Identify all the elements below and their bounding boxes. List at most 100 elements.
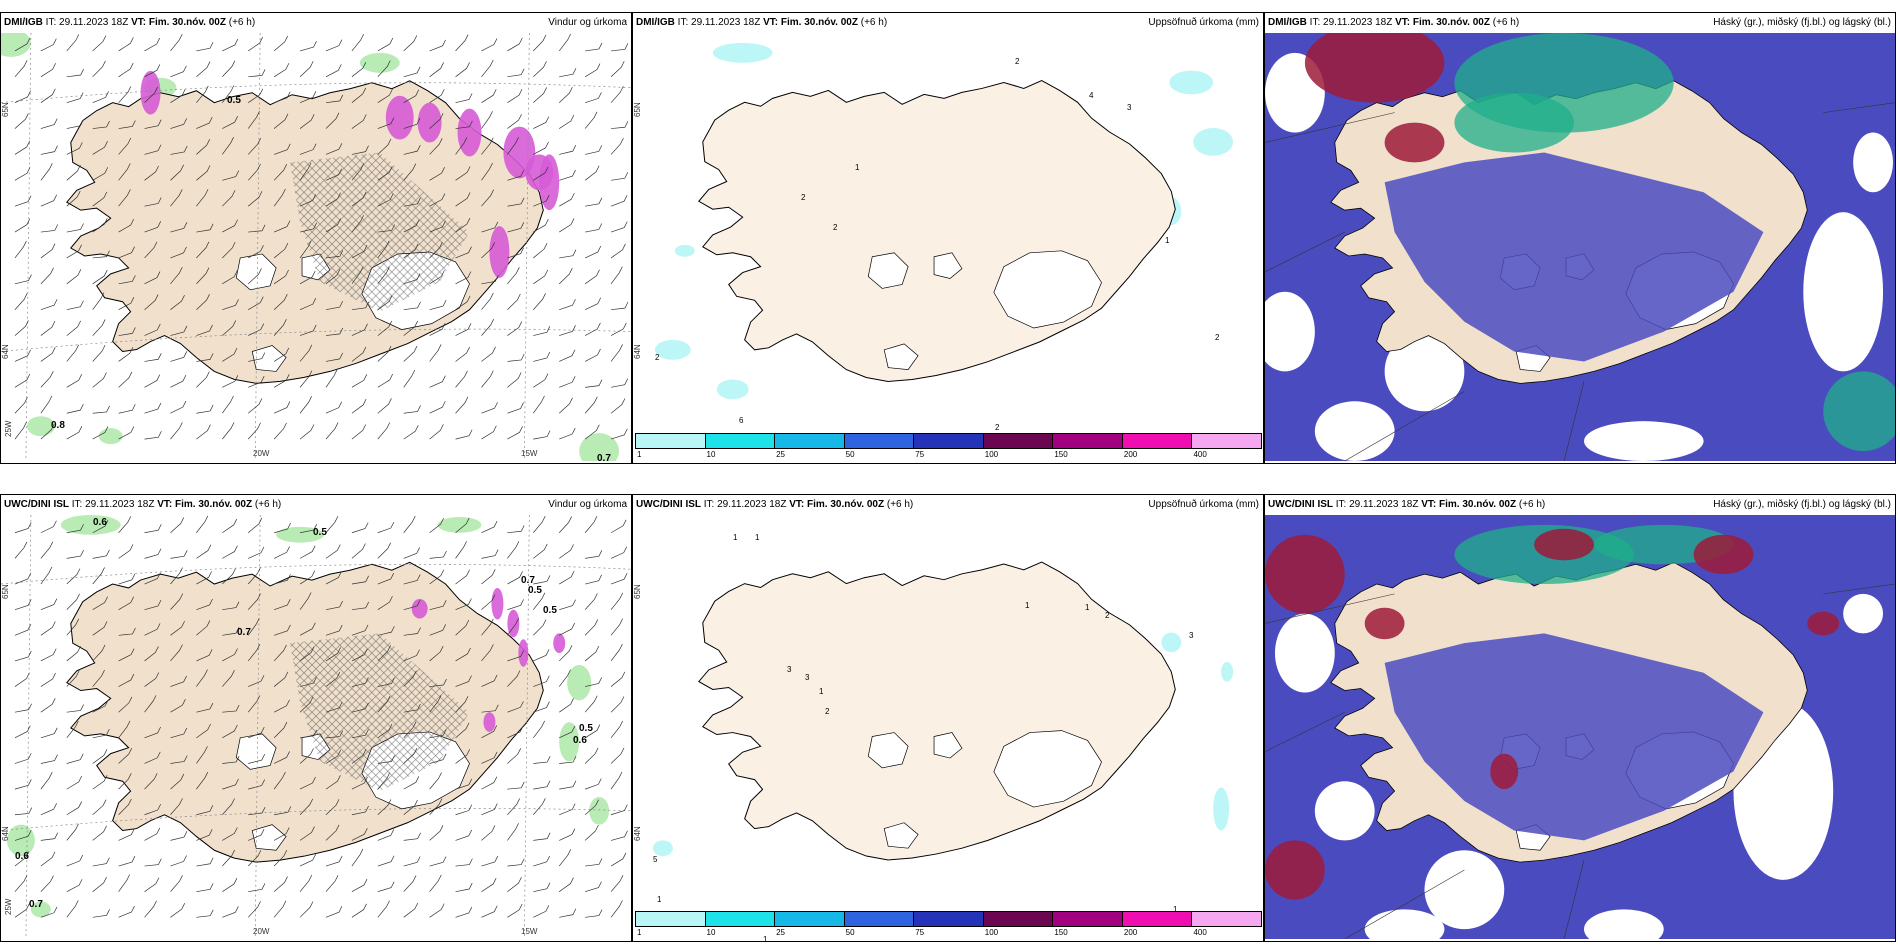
precip-light-area [98,428,123,445]
glacier-outline [867,732,909,769]
precip-amount-label: 3 [787,665,792,674]
precip-amount-label: 2 [995,423,1000,432]
init-time-label: IT: [45,17,57,28]
precip-amount-label: 2 [1215,333,1220,342]
precip-1mm-area [1213,787,1230,831]
colorbar-segment [913,911,984,927]
colorbar-tick-label: 50 [845,928,855,937]
precip-heavy-area [417,102,442,143]
valid-time-label: VT: [789,499,805,510]
precip-amount-label: 1 [1165,236,1170,245]
clear-sky-area [1265,291,1315,372]
init-time: 29.11.2023 18Z [717,499,787,510]
precip-heavy-area [140,70,161,115]
init-time: 29.11.2023 18Z [1349,499,1419,510]
precip-light-area [26,416,55,437]
colorbar-tick-label: 75 [915,450,925,459]
colorbar-segment [913,433,984,449]
colorbar-segment [774,433,845,449]
panel-title: Háský (gr.), miðský (fj.bl.) og lágský (… [1713,17,1891,28]
precip-amount-label: 1 [657,895,662,904]
colorbar-segment [635,911,706,927]
precip-amount-label: 3 [805,673,810,682]
high-cloud-area [1265,840,1325,900]
precip-1mm-area [716,379,749,400]
clear-sky-area [1853,132,1894,193]
colorbar-segment [1191,911,1262,927]
high-cloud-area [1807,611,1840,636]
precip-value-label: 0.6 [93,517,107,528]
latitude-label: 64N [1,826,10,841]
high-cloud-area [1490,753,1519,790]
precip-light-area [359,52,400,73]
colorbar-segment [1121,433,1193,449]
colorbar-segment [982,433,1054,449]
glacier-outline [883,343,919,370]
colorbar-tick-label: 150 [1054,928,1068,937]
panel-header: UWC/DINI ISL IT: 29.11.2023 18Z VT: Fim.… [1265,495,1895,515]
panel-header: UWC/DINI ISL IT: 29.11.2023 18Z VT: Fim.… [633,495,1263,515]
precip-amount-label: 2 [801,193,806,202]
accumulated-precip-map [652,561,1234,861]
high-cloud-area [1534,528,1594,561]
longitude-label: 15W [521,449,538,458]
precip-value-label: 0.5 [528,585,542,596]
lead-time: (+6 h) [228,17,256,28]
init-time-label: IT: [677,17,689,28]
glacier-outline [867,252,909,289]
init-time-label: IT: [1309,17,1321,28]
init-time-label: IT: [703,499,715,510]
precip-heavy-area [525,154,554,191]
colorbar-segment [843,433,915,449]
glacier-outline [883,822,919,849]
snow-hatch-area [290,633,470,792]
mid-cloud-area [1454,92,1575,153]
precip-value-label: 0.7 [597,453,611,464]
precip-heavy-area [411,598,428,619]
model-source: DMI/IGB [1268,17,1307,28]
valid-time-label: VT: [1395,17,1411,28]
panel-title: Uppsöfnuð úrkoma (mm) [1148,499,1259,510]
precip-light-area [1,33,31,57]
panel-title: Vindur og úrkoma [548,17,627,28]
valid-time-label: VT: [157,499,173,510]
precip-value-label: 0.6 [15,851,29,862]
wind-barbs [14,515,628,918]
colorbar-tick-label: 100 [984,450,999,459]
precip-heavy-area [518,639,529,667]
precip-amount-label: 2 [833,223,838,232]
longitude-label: 20W [253,927,270,936]
high-cloud-area [1304,33,1445,103]
precip-value-label: 0.7 [29,899,43,910]
panel-dmi-accum-precip: DMI/IGB IT: 29.11.2023 18Z VT: Fim. 30.n… [632,12,1264,464]
latitude-label: 65N [633,584,642,599]
colorbar-segment [635,433,706,449]
colorbar-segment [1052,911,1123,927]
wind-precip-map [1,33,631,461]
precip-value-label: 0.5 [579,723,593,734]
lead-time: (+6 h) [1492,17,1520,28]
precip-value-label: 0.7 [521,575,535,586]
init-time-label: IT: [1335,499,1347,510]
precip-heavy-area [457,108,482,157]
colorbar-segment [1052,433,1123,449]
clear-sky-area [1424,850,1505,930]
glacier-outline [993,730,1102,808]
colorbar-tick-label: 1 [637,928,642,937]
clear-sky-area [1364,909,1445,939]
precip-1mm-area [652,840,673,857]
precip-heavy-area [553,633,566,654]
precip-amount-label: 1 [755,533,760,542]
valid-time: Fim. 30.nóv. 00Z [148,17,226,28]
panel-dmi-wind-precip: DMI/IGB IT: 29.11.2023 18Z VT: Fim. 30.n… [0,12,632,464]
model-source: UWC/DINI ISL [1268,499,1333,510]
colorbar-tick-label: 150 [1054,450,1068,459]
panel-header: UWC/DINI ISL IT: 29.11.2023 18Z VT: Fim.… [1,495,631,515]
precip-amount-label: 2 [655,353,660,362]
glacier-outline [933,732,963,759]
iceland-coastline [698,79,1176,382]
precip-light-area [276,526,324,543]
clear-sky-area [1384,331,1465,412]
colorbar-tick-label: 200 [1123,450,1138,459]
low-cloud-over-land [1384,633,1764,841]
